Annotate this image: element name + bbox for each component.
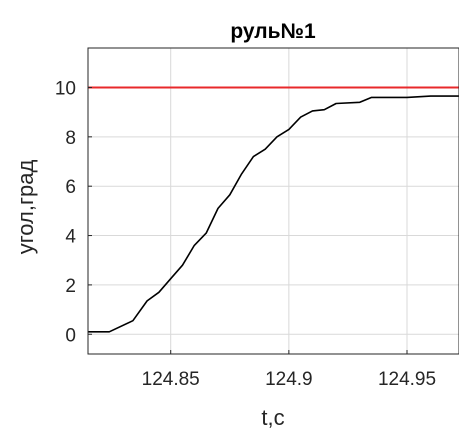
y-tick-label: 8 (65, 128, 76, 149)
y-axis-label: угол,град (13, 160, 38, 255)
plot-frame (87, 47, 459, 355)
chart-title: руль№1 (230, 20, 316, 43)
x-tick-label: 124.9 (265, 369, 313, 390)
ticks: 124.85 124.9 124.95 0 2 4 6 8 10 (55, 78, 436, 390)
y-tick-label: 2 (65, 276, 76, 297)
y-tick-label: 10 (55, 78, 76, 99)
y-tick-label: 6 (65, 177, 76, 198)
x-tick-label: 124.85 (142, 369, 200, 390)
x-axis-label: t,c (261, 405, 284, 430)
x-tick-label: 124.95 (378, 369, 436, 390)
y-tick-label: 0 (65, 325, 76, 346)
series-layer (88, 86, 459, 333)
plot-area (88, 48, 459, 354)
series-line-response (88, 95, 459, 333)
y-tick-label: 4 (65, 227, 76, 248)
